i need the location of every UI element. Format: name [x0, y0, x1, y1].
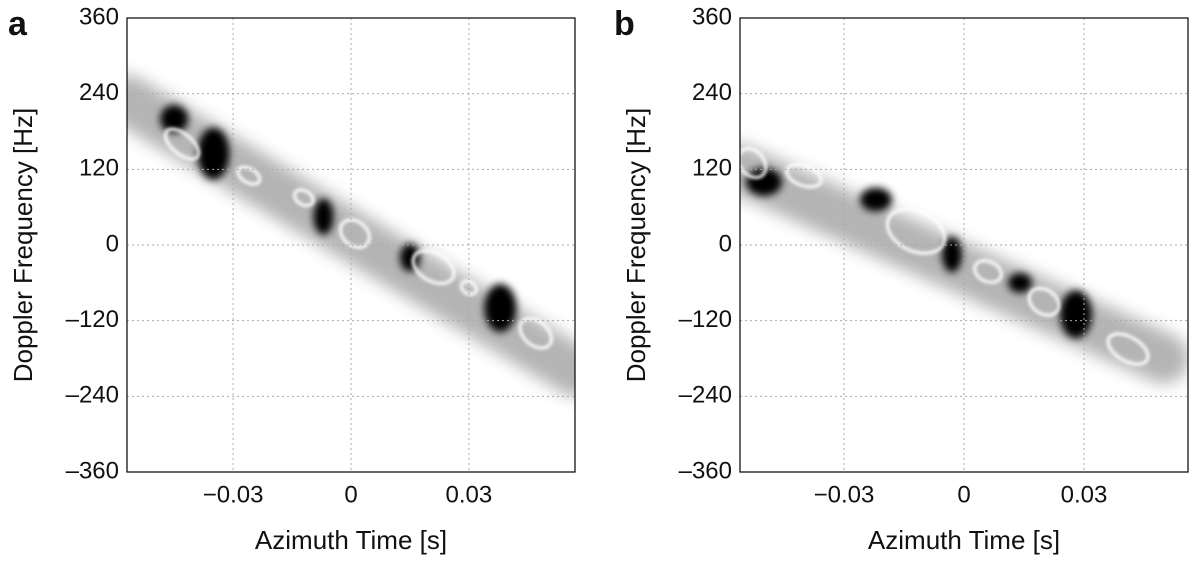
y-tick-label: 0 — [106, 230, 119, 257]
y-tick-label: –240 — [679, 382, 732, 409]
contour — [338, 218, 371, 249]
hot-spot — [1008, 272, 1032, 293]
hot-spot — [197, 127, 230, 180]
panel: −0.03 0 0.03 –360 –240 –120 0 120 240 360 Azimuth … — [8, 3, 576, 555]
y-tick-label: 360 — [692, 3, 732, 30]
contour — [518, 317, 554, 350]
heatmap-image — [127, 74, 575, 397]
contour — [1106, 332, 1150, 366]
hot-spot — [746, 167, 782, 196]
x-tick-label: 0.03 — [1061, 481, 1108, 508]
y-tick-label: –360 — [679, 457, 732, 484]
contour — [973, 259, 1003, 284]
y-tick-label: –120 — [66, 306, 119, 333]
x-tick-label: 0 — [344, 481, 357, 508]
hot-spot — [1060, 290, 1092, 339]
hot-spot — [484, 284, 517, 333]
y-tick-label: 360 — [79, 3, 119, 30]
y-tick-label: 240 — [79, 79, 119, 106]
panel-label: a — [8, 5, 28, 43]
y-tick-label: 0 — [719, 230, 732, 257]
y-axis-label: Doppler Frequency [Hz] — [8, 108, 38, 383]
x-axis-label: Azimuth Time [s] — [255, 525, 447, 555]
x-tick-label: 0.03 — [446, 481, 493, 508]
panel-label: b — [614, 5, 635, 43]
contour — [459, 279, 478, 296]
contour — [1027, 286, 1061, 317]
contour — [411, 249, 456, 285]
hot-spot — [860, 187, 892, 212]
plot-frame — [126, 17, 576, 473]
hot-spot — [313, 198, 334, 235]
y-axis-label: Doppler Frequency [Hz] — [621, 108, 651, 383]
y-tick-label: –120 — [679, 306, 732, 333]
y-tick-label: 120 — [692, 155, 732, 182]
plot-frame — [739, 17, 1189, 473]
hot-spot — [160, 104, 189, 133]
y-tick-label: –240 — [66, 382, 119, 409]
hot-spot — [399, 243, 420, 272]
heatmap-image — [740, 144, 1188, 384]
contour — [785, 162, 823, 189]
x-axis-label: Azimuth Time [s] — [868, 525, 1060, 555]
x-tick-label: −0.03 — [203, 481, 264, 508]
contour — [740, 147, 768, 180]
y-tick-label: 240 — [692, 79, 732, 106]
panel: −0.03 0 0.03 –360 –240 –120 0 120 240 360 Azimuth … — [614, 3, 1189, 555]
x-tick-label: 0 — [957, 481, 970, 508]
contour — [163, 127, 201, 161]
y-tick-label: 120 — [79, 155, 119, 182]
y-tick-label: –360 — [66, 457, 119, 484]
contour — [293, 188, 315, 208]
x-tick-label: −0.03 — [814, 481, 875, 508]
contour — [886, 207, 946, 255]
